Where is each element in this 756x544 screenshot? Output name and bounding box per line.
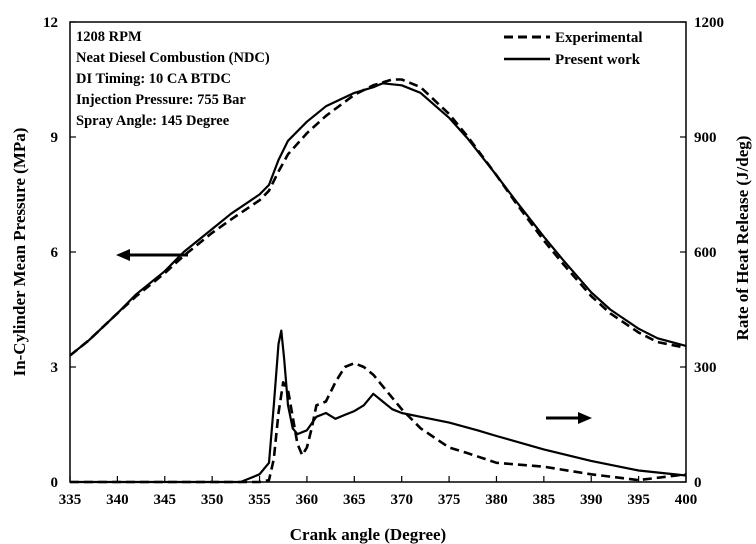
x-axis-label: Crank angle (Degree)	[290, 525, 446, 544]
y-right-tick-label: 600	[694, 245, 717, 261]
legend: Experimental Present work	[504, 30, 643, 68]
y-left-tick-label: 3	[51, 360, 59, 376]
annotation-spray-angle: Spray Angle: 145 Degree	[76, 113, 230, 129]
y-right-axis-ticks: 0 300 600 900 1200	[680, 15, 724, 491]
x-tick-label: 350	[201, 492, 224, 508]
x-tick-label: 355	[248, 492, 271, 508]
annotation-block: 1208 RPM Neat Diesel Combustion (NDC) DI…	[76, 29, 270, 129]
legend-label-present-work: Present work	[555, 52, 641, 68]
y-right-tick-label: 0	[694, 475, 702, 491]
y-left-tick-label: 6	[51, 245, 59, 261]
axis-arrows	[116, 249, 592, 424]
x-tick-label: 360	[296, 492, 319, 508]
annotation-combustion: Neat Diesel Combustion (NDC)	[76, 50, 270, 66]
y-right-tick-label: 300	[694, 360, 717, 376]
heat-release-present-work-line	[70, 329, 687, 484]
y-right-axis-label: Rate of Heat Release (J/deg)	[733, 136, 752, 341]
x-tick-label: 340	[106, 492, 129, 508]
annotation-injection-pressure: Injection Pressure: 755 Bar	[76, 92, 246, 108]
x-tick-label: 345	[154, 492, 177, 508]
y-left-tick-label: 0	[51, 475, 59, 491]
heat-release-experimental-line	[70, 361, 687, 484]
x-tick-label: 380	[485, 492, 508, 508]
y-left-tick-label: 9	[51, 130, 59, 146]
y-right-tick-label: 1200	[694, 15, 724, 31]
y-left-tick-label: 12	[43, 15, 58, 31]
legend-label-experimental: Experimental	[555, 30, 643, 46]
x-tick-label: 400	[675, 492, 698, 508]
x-tick-label: 375	[438, 492, 461, 508]
annotation-di-timing: DI Timing: 10 CA BTDC	[76, 71, 231, 87]
y-right-tick-label: 900	[694, 130, 717, 146]
x-tick-label: 335	[59, 492, 82, 508]
y-left-axis-label: In-Cylinder Mean Pressure (MPa)	[10, 128, 29, 377]
left-axis-arrow	[116, 249, 188, 261]
right-axis-arrow	[546, 412, 592, 424]
x-axis-ticks: 335 340 345 350 355 360 365 370 375 380 385 390 395 4…	[59, 476, 698, 508]
x-tick-label: 395	[627, 492, 650, 508]
annotation-rpm: 1208 RPM	[76, 29, 142, 45]
x-tick-label: 370	[390, 492, 413, 508]
x-tick-label: 385	[533, 492, 556, 508]
x-tick-label: 390	[580, 492, 603, 508]
y-left-axis-ticks: 0 3 6 9 12	[43, 15, 76, 491]
x-tick-label: 365	[343, 492, 366, 508]
